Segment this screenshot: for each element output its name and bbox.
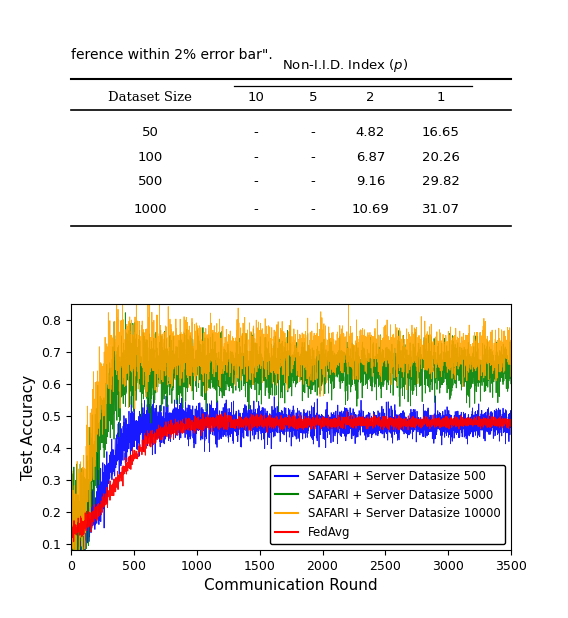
SAFARI + Server Datasize 500 xyxy=(508,423,515,430)
SAFARI + Server Datasize 10000 xyxy=(474,346,481,353)
SAFARI + Server Datasize 5000 xyxy=(508,362,515,369)
FedAvg xyxy=(343,408,350,415)
Text: -: - xyxy=(253,203,258,216)
SAFARI + Server Datasize 5000 xyxy=(122,309,129,316)
Text: 29.82: 29.82 xyxy=(422,176,460,188)
Text: 6.87: 6.87 xyxy=(356,151,385,164)
SAFARI + Server Datasize 500 xyxy=(69,556,76,564)
SAFARI + Server Datasize 5000 xyxy=(474,356,481,363)
SAFARI + Server Datasize 500 xyxy=(348,425,354,433)
SAFARI + Server Datasize 500 xyxy=(474,423,481,430)
SAFARI + Server Datasize 10000 xyxy=(348,355,354,363)
SAFARI + Server Datasize 5000 xyxy=(275,336,282,343)
SAFARI + Server Datasize 500 xyxy=(160,431,166,438)
Text: ference within 2% error bar".: ference within 2% error bar". xyxy=(71,48,273,62)
Text: -: - xyxy=(311,203,315,216)
FedAvg xyxy=(70,538,77,545)
SAFARI + Server Datasize 500 xyxy=(68,523,74,530)
Text: 31.07: 31.07 xyxy=(422,203,460,216)
Text: -: - xyxy=(311,176,315,188)
SAFARI + Server Datasize 10000 xyxy=(508,343,515,350)
SAFARI + Server Datasize 10000 xyxy=(160,360,166,368)
Text: 10: 10 xyxy=(248,91,264,104)
Text: -: - xyxy=(311,126,315,139)
FedAvg xyxy=(68,523,74,531)
FedAvg xyxy=(160,428,166,436)
X-axis label: Communication Round: Communication Round xyxy=(204,578,378,593)
Text: 10.69: 10.69 xyxy=(352,203,389,216)
SAFARI + Server Datasize 500 xyxy=(329,411,336,418)
SAFARI + Server Datasize 5000 xyxy=(69,556,76,564)
Text: -: - xyxy=(311,151,315,164)
SAFARI + Server Datasize 10000 xyxy=(68,556,75,564)
SAFARI + Server Datasize 5000 xyxy=(68,515,74,523)
Text: -: - xyxy=(253,126,258,139)
Text: 5: 5 xyxy=(309,91,318,104)
Text: 4.82: 4.82 xyxy=(356,126,385,139)
SAFARI + Server Datasize 5000 xyxy=(329,355,336,363)
Line: SAFARI + Server Datasize 5000: SAFARI + Server Datasize 5000 xyxy=(71,313,511,560)
SAFARI + Server Datasize 10000 xyxy=(68,535,74,543)
SAFARI + Server Datasize 10000 xyxy=(275,350,282,357)
Text: 500: 500 xyxy=(137,176,163,188)
Line: SAFARI + Server Datasize 10000: SAFARI + Server Datasize 10000 xyxy=(71,295,511,560)
Text: 9.16: 9.16 xyxy=(356,176,385,188)
Legend: SAFARI + Server Datasize 500, SAFARI + Server Datasize 5000, SAFARI + Server Dat: SAFARI + Server Datasize 500, SAFARI + S… xyxy=(270,465,506,544)
Text: -: - xyxy=(253,176,258,188)
SAFARI + Server Datasize 500 xyxy=(432,392,438,400)
Line: FedAvg: FedAvg xyxy=(71,412,511,541)
Text: Non-I.I.D. Index ($p$): Non-I.I.D. Index ($p$) xyxy=(282,57,408,74)
SAFARI + Server Datasize 10000 xyxy=(227,369,234,376)
FedAvg xyxy=(508,420,515,427)
SAFARI + Server Datasize 10000 xyxy=(329,335,336,342)
FedAvg xyxy=(227,424,234,431)
FedAvg xyxy=(275,420,282,428)
SAFARI + Server Datasize 5000 xyxy=(348,365,354,372)
Text: 2: 2 xyxy=(366,91,374,104)
Text: 50: 50 xyxy=(142,126,158,139)
Text: -: - xyxy=(253,151,258,164)
SAFARI + Server Datasize 500 xyxy=(275,418,282,426)
Text: 20.26: 20.26 xyxy=(422,151,460,164)
Text: 16.65: 16.65 xyxy=(422,126,460,139)
SAFARI + Server Datasize 10000 xyxy=(133,291,140,298)
SAFARI + Server Datasize 5000 xyxy=(160,365,166,372)
Text: 1000: 1000 xyxy=(133,203,167,216)
Text: 100: 100 xyxy=(137,151,163,164)
Y-axis label: Test Accuracy: Test Accuracy xyxy=(20,375,36,480)
FedAvg xyxy=(329,418,336,425)
Line: SAFARI + Server Datasize 500: SAFARI + Server Datasize 500 xyxy=(71,396,511,560)
Text: Dataset Size: Dataset Size xyxy=(108,91,192,104)
SAFARI + Server Datasize 500 xyxy=(227,421,234,428)
FedAvg xyxy=(348,416,354,423)
SAFARI + Server Datasize 5000 xyxy=(227,356,234,363)
Text: 1: 1 xyxy=(437,91,445,104)
FedAvg xyxy=(474,419,481,426)
